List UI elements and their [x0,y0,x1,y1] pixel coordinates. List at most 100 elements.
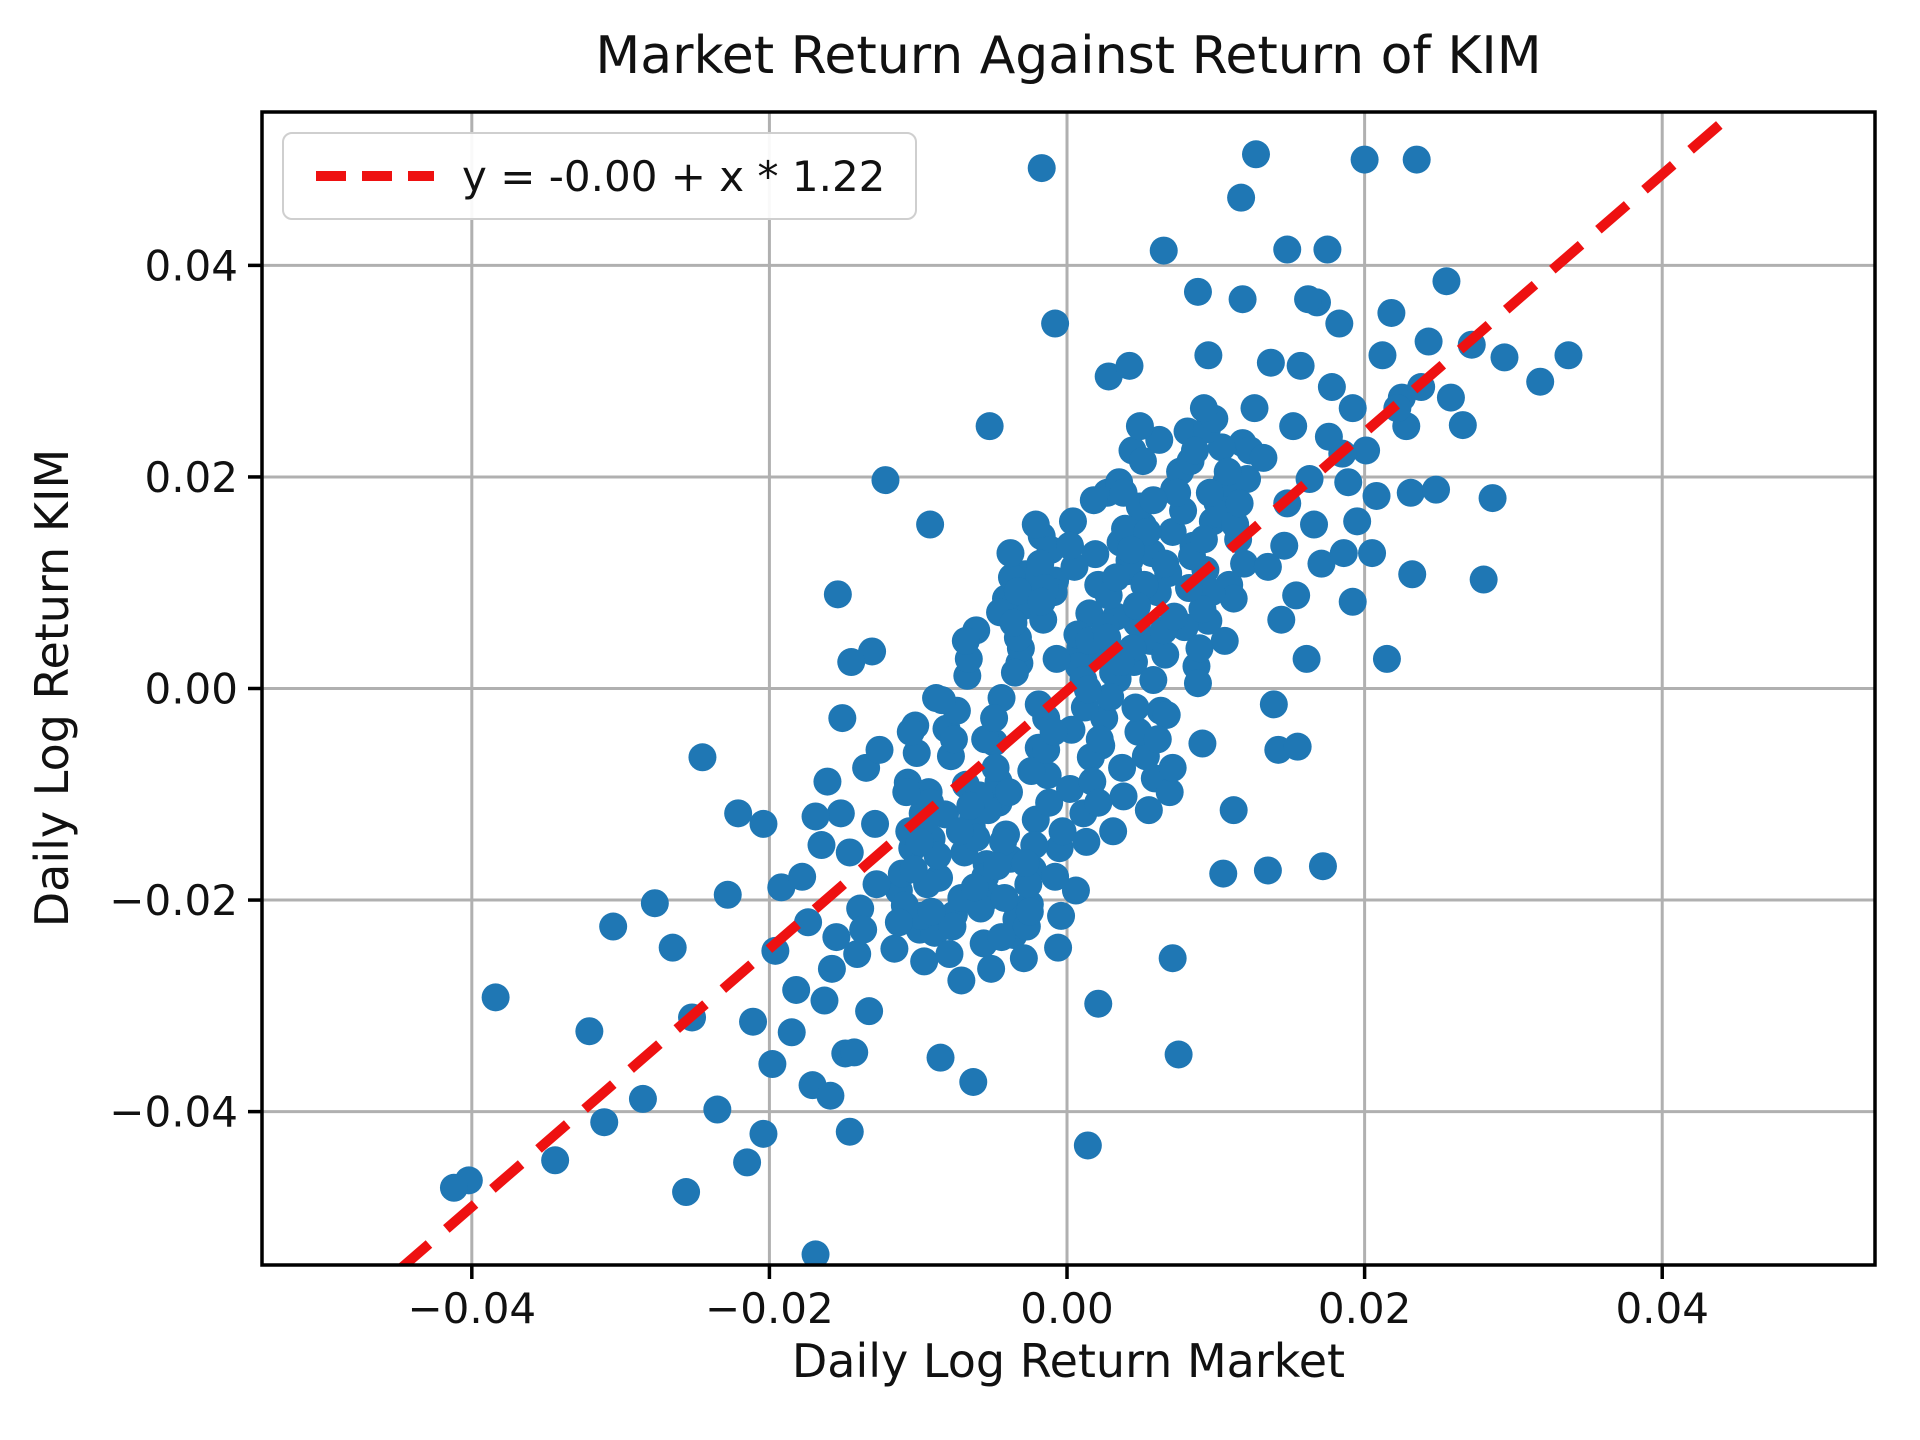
scatter-point [1151,549,1180,578]
scatter-point [1158,517,1187,546]
scatter-point [1282,581,1311,610]
scatter-point [959,1068,988,1097]
scatter-point [1219,584,1248,613]
scatter-point [926,1043,955,1072]
x-tick-label: 0.02 [1318,1284,1412,1333]
scatter-point [823,580,852,609]
scatter-point [846,894,875,923]
scatter-point [1139,666,1168,695]
scatter-point [1307,549,1336,578]
scatter-point [1041,309,1070,338]
scatter-point [928,686,957,715]
scatter-point [1329,539,1358,568]
scatter-point [1469,565,1498,594]
scatter-point [1079,486,1108,515]
scatter-point [987,923,1016,952]
scatter-point [816,1081,845,1110]
scatter-point [828,704,857,733]
scatter-point [788,862,817,891]
scatter-point [1194,341,1223,370]
scatter-point [1221,510,1250,539]
scatter-point [1478,484,1507,513]
scatter-point [1414,327,1443,356]
scatter-point [1111,514,1140,543]
legend-dash-icon [316,171,434,181]
scatter-point [1273,235,1302,264]
scatter-point [640,889,669,918]
scatter-point [1241,140,1270,169]
scatter-point [439,1173,468,1202]
scatter-point [983,852,1012,881]
y-tick-label: 0.04 [144,241,238,290]
scatter-point [1253,856,1282,885]
scatter-point [1185,634,1214,663]
scatter-point [1189,394,1218,423]
scatter-point [1149,236,1178,265]
scatter-point [733,1148,762,1177]
legend-label: y = -0.00 + x * 1.22 [462,151,886,201]
scatter-point [1195,478,1224,507]
scatter-point [1041,862,1070,891]
scatter-point [1011,849,1040,878]
scatter-point [658,933,687,962]
scatter-point [1133,517,1162,546]
scatter-point [1035,788,1064,817]
scatter-point [990,883,1019,912]
scatter-point [1128,447,1157,476]
scatter-point [865,735,894,764]
scatter-point [1000,658,1029,687]
scatter-point [817,954,846,983]
scatter-point [1060,552,1089,581]
scatter-point [981,753,1010,782]
scatter-point [910,947,939,976]
scatter-point [739,1007,768,1036]
scatter-point [1300,510,1329,539]
scatter-point [813,767,842,796]
scatter-point [672,1178,701,1207]
scatter-point [1084,989,1113,1018]
scatter-point [1003,577,1032,606]
scatter-point [843,940,872,969]
scatter-point [1024,690,1053,719]
scatter-point [1294,285,1323,314]
chart-title: Market Return Against Return of KIM [595,26,1542,86]
x-tick-label: 0.04 [1615,1284,1709,1333]
scatter-point [835,838,864,867]
scatter-point [801,802,830,831]
scatter-point [688,743,717,772]
scatter-point [749,809,778,838]
scatter-point [1125,412,1154,441]
scatter-point [1078,767,1107,796]
scatter-point [1048,817,1077,846]
scatter-point [1164,1040,1193,1069]
scatter-point [899,855,928,884]
scatter-point [1047,901,1076,930]
scatter-point [1210,626,1239,655]
scatter-point [1313,235,1342,264]
scatter-point [758,1050,787,1079]
scatter-point [1398,560,1427,589]
regression-dashed-line [397,112,1742,1265]
scatter-point [1163,478,1192,507]
scatter-point [840,1038,869,1067]
scatter-point [1085,725,1114,754]
scatter-point [1130,570,1159,599]
scatter-point [855,997,884,1026]
scatter-point [971,725,1000,754]
scatter-point [1055,531,1084,560]
scatter-point [1015,897,1044,926]
scatter-point [1422,475,1451,504]
scatter-point [1230,549,1259,578]
scatter-point [822,923,851,952]
scatter-point [1061,876,1090,905]
scatter-point [1372,644,1401,673]
scatter-point [1058,507,1087,536]
scatter-point [861,809,890,838]
scatter-point [1209,859,1238,888]
scatter-point [1155,778,1184,807]
scatter-point [628,1084,657,1113]
scatter-point [1072,827,1101,856]
scatter-point [1554,341,1583,370]
scatter-point [541,1146,570,1175]
